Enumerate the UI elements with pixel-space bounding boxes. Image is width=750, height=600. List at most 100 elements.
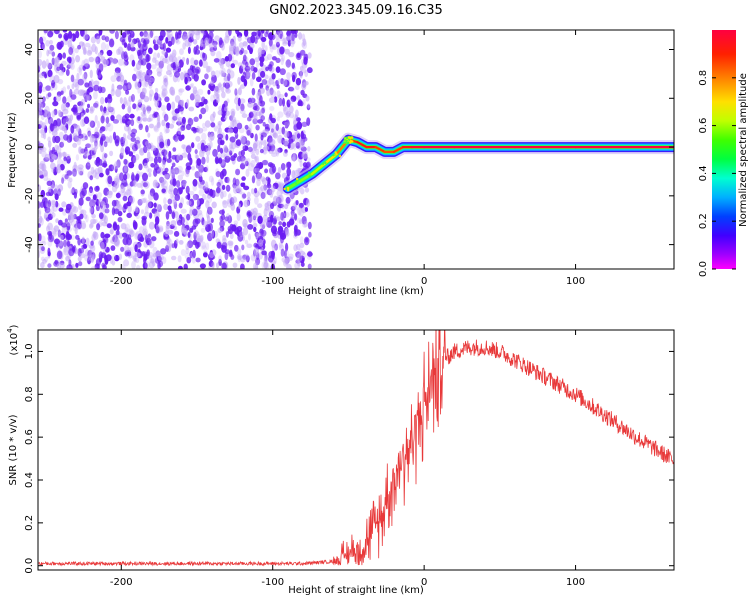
heatmap-cell xyxy=(250,35,256,44)
heatmap-cell xyxy=(166,30,172,33)
heatmap-cell xyxy=(286,99,291,108)
heatmap-cell xyxy=(89,143,94,149)
colorbar-tick-label: 0.0 xyxy=(698,261,709,277)
heatmap-cell xyxy=(207,232,213,242)
heatmap-cell xyxy=(221,91,226,99)
heatmap-cell xyxy=(68,259,72,267)
heatmap-cell xyxy=(140,198,147,204)
heatmap-cell xyxy=(149,142,154,149)
heatmap-cell xyxy=(261,261,265,269)
heatmap-cell xyxy=(129,142,135,148)
heatmap-cell xyxy=(230,63,235,69)
heatmap-cell xyxy=(284,37,288,45)
heatmap-cell xyxy=(224,35,230,44)
heatmap-cell xyxy=(277,30,284,38)
heatmap-cell xyxy=(252,217,257,224)
heatmap-cell xyxy=(114,135,120,144)
heatmap-cell xyxy=(104,254,108,263)
heatmap-cell xyxy=(280,57,285,66)
heatmap-cell xyxy=(227,128,234,134)
heatmap-cell xyxy=(192,249,196,259)
heatmap-cell xyxy=(100,56,106,63)
heatmap-cell xyxy=(121,103,126,110)
y-tick-label: 0.0 xyxy=(24,558,35,574)
heatmap-cell xyxy=(41,122,46,129)
heatmap-cell xyxy=(127,120,133,126)
heatmap-cell xyxy=(272,217,278,225)
heatmap-cell xyxy=(48,49,53,55)
heatmap-cell xyxy=(145,33,152,41)
heatmap-cell xyxy=(51,206,55,214)
heatmap-cell xyxy=(275,57,281,64)
heatmap-cell xyxy=(201,79,207,86)
heatmap-cell xyxy=(146,249,150,257)
heatmap-cell xyxy=(198,171,203,177)
heatmap-cell xyxy=(239,162,246,170)
heatmap-cell xyxy=(108,38,115,48)
heatmap-cell xyxy=(47,69,53,78)
heatmap-cell xyxy=(278,34,285,42)
heatmap-cell xyxy=(144,205,149,215)
heatmap-cell xyxy=(147,132,151,138)
heatmap-cell xyxy=(227,228,233,235)
heatmap-cell xyxy=(276,84,280,89)
heatmap-cell xyxy=(63,127,68,134)
heatmap-cell xyxy=(79,104,84,111)
heatmap-cell xyxy=(134,81,141,90)
heatmap-cell xyxy=(141,87,147,95)
heatmap-cell xyxy=(38,200,41,209)
heatmap-cell xyxy=(269,113,273,121)
heatmap-cell xyxy=(148,221,155,230)
heatmap-cell xyxy=(252,118,258,125)
heatmap-cell xyxy=(82,33,89,40)
heatmap-cell xyxy=(296,95,301,101)
heatmap-cell xyxy=(100,42,107,51)
heatmap-cell xyxy=(113,221,117,227)
heatmap-cell xyxy=(298,32,303,40)
heatmap-cell xyxy=(74,188,78,195)
heatmap-cell xyxy=(185,171,190,178)
heatmap-cell xyxy=(197,30,201,34)
heatmap-cell xyxy=(164,230,169,237)
heatmap-cell xyxy=(75,262,79,268)
heatmap-cell xyxy=(55,218,59,224)
heatmap-cell xyxy=(216,96,220,104)
heatmap-cell xyxy=(70,57,75,65)
heatmap-cell xyxy=(242,54,247,62)
heatmap-cell xyxy=(142,172,148,182)
heatmap-cell xyxy=(250,208,255,215)
heatmap-cell xyxy=(45,40,50,47)
heatmap-cell xyxy=(38,208,42,215)
heatmap-cell xyxy=(130,137,136,142)
heatmap-cell xyxy=(300,146,307,152)
heatmap-cell xyxy=(213,125,218,132)
heatmap-cell xyxy=(84,30,88,36)
heatmap-cell xyxy=(59,240,64,247)
heatmap-cell xyxy=(159,30,166,38)
heatmap-cell xyxy=(296,253,303,262)
heatmap-cell xyxy=(54,184,59,190)
heatmap-cell xyxy=(146,69,153,76)
heatmap-cell xyxy=(203,166,208,173)
heatmap-cell xyxy=(203,184,210,192)
heatmap-cell xyxy=(171,255,177,261)
heatmap-cell xyxy=(100,115,105,124)
heatmap-cell xyxy=(165,241,171,249)
heatmap-cell xyxy=(156,71,162,77)
heatmap-cell xyxy=(289,86,295,92)
heatmap-cell xyxy=(189,227,194,233)
heatmap-cell xyxy=(293,123,299,132)
heatmap-cell xyxy=(160,92,166,99)
heatmap-cell xyxy=(292,114,298,122)
heatmap-cell xyxy=(276,195,283,204)
heatmap-cell xyxy=(212,148,218,157)
heatmap-cell xyxy=(251,31,257,37)
heatmap-cell xyxy=(225,184,231,192)
heatmap-cell xyxy=(137,242,142,249)
heatmap-cell xyxy=(75,124,80,132)
heatmap-cell xyxy=(186,200,192,206)
heatmap-cell xyxy=(209,188,214,197)
heatmap-cell xyxy=(204,120,211,128)
heatmap-cell xyxy=(221,262,227,269)
heatmap-cell xyxy=(190,83,195,88)
